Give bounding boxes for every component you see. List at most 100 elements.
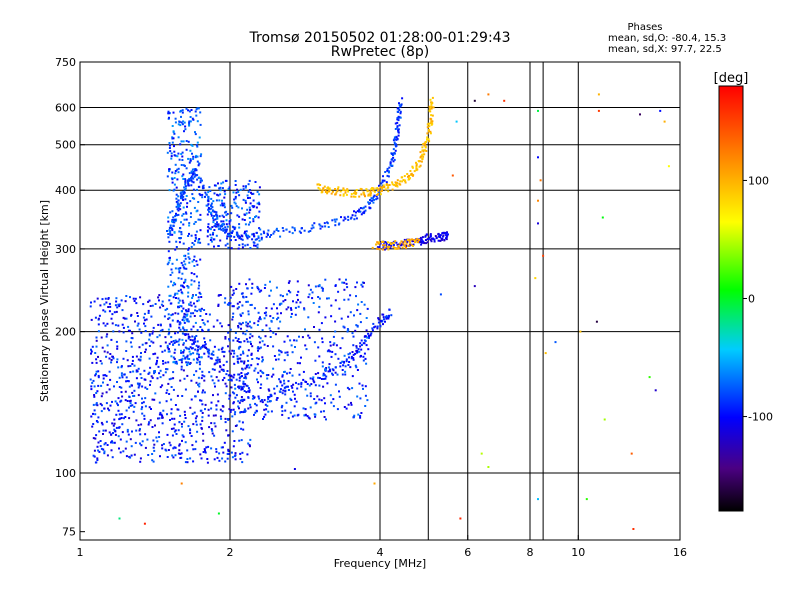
echo-point: [183, 349, 186, 352]
echo-point: [195, 370, 198, 373]
echo-point: [132, 395, 135, 397]
echo-point: [198, 136, 201, 139]
echo-point: [96, 404, 99, 407]
echo-point: [97, 355, 99, 358]
echo-point: [278, 353, 281, 356]
echo-point: [429, 132, 432, 135]
echo-point: [182, 120, 185, 123]
echo-point: [184, 357, 187, 360]
echo-point: [194, 340, 197, 343]
echo-point: [402, 179, 405, 181]
echo-point: [324, 368, 327, 371]
echo-point: [217, 400, 220, 403]
echo-point: [215, 199, 218, 202]
echo-point: [334, 371, 337, 374]
echo-point: [275, 358, 277, 361]
echo-point: [284, 389, 287, 392]
echo-point: [317, 372, 320, 375]
echo-point: [293, 414, 296, 417]
echo-point: [181, 155, 184, 158]
echo-point: [111, 422, 114, 425]
echo-point: [237, 373, 240, 376]
echo-point: [137, 386, 140, 389]
echo-point: [180, 261, 183, 264]
echo-point: [233, 455, 236, 458]
echo-point: [279, 320, 282, 323]
echo-point: [139, 373, 142, 376]
echo-point: [184, 128, 187, 131]
echo-point: [155, 436, 158, 439]
echo-point: [164, 361, 167, 364]
echo-point: [194, 168, 197, 170]
echo-point: [354, 214, 357, 217]
echo-point: [181, 357, 184, 360]
echo-point: [226, 237, 228, 240]
echo-point: [234, 195, 237, 198]
echo-point: [191, 444, 194, 447]
echo-point: [210, 447, 213, 450]
echo-point: [116, 402, 119, 405]
echo-point: [445, 238, 448, 241]
echo-point: [167, 261, 170, 264]
echo-point: [284, 409, 287, 412]
echo-point: [212, 231, 215, 234]
echo-point: [343, 281, 346, 284]
echo-point: [339, 347, 342, 350]
echo-point: [232, 292, 235, 295]
echo-point: [172, 216, 175, 219]
echo-point: [248, 235, 251, 238]
echo-point: [168, 147, 171, 149]
echo-point: [255, 404, 258, 407]
echo-point: [190, 177, 193, 179]
echo-point: [291, 415, 294, 418]
echo-point: [192, 342, 195, 345]
echo-point: [259, 337, 262, 340]
echo-point: [100, 421, 103, 424]
echo-point: [170, 314, 173, 317]
echo-point: [195, 423, 198, 426]
echo-point: [258, 317, 261, 320]
echo-point: [317, 346, 320, 349]
echo-point: [171, 271, 174, 274]
echo-point: [186, 363, 189, 366]
echo-point: [318, 328, 321, 331]
echo-point: [245, 384, 248, 387]
echo-point: [403, 238, 406, 241]
echo-point: [423, 153, 426, 156]
echo-point: [246, 453, 249, 456]
echo-point: [181, 194, 184, 197]
echo-point: [118, 376, 121, 379]
echo-point: [258, 201, 260, 204]
echo-point: [347, 190, 350, 193]
echo-point: [105, 335, 108, 338]
echo-point: [385, 315, 388, 318]
echo-point: [192, 177, 195, 180]
noise-point: [451, 174, 454, 177]
echo-point: [111, 355, 114, 358]
noise-point: [639, 113, 641, 116]
echo-point: [206, 461, 209, 464]
echo-point: [360, 213, 363, 216]
echo-point: [376, 246, 379, 249]
echo-point: [263, 232, 266, 235]
echo-point: [324, 402, 326, 405]
echo-point: [362, 359, 365, 362]
echo-point: [188, 303, 190, 306]
echo-point: [95, 434, 98, 437]
echo-point: [185, 310, 188, 313]
echo-point: [222, 220, 225, 223]
echo-point: [176, 292, 179, 295]
echo-point: [179, 143, 182, 146]
echo-point: [189, 457, 192, 460]
echo-point: [129, 371, 132, 374]
echo-point: [217, 348, 220, 351]
echo-point: [309, 377, 312, 380]
echo-point: [210, 212, 213, 215]
echo-point: [397, 107, 399, 110]
echo-point: [373, 194, 376, 197]
echo-point: [355, 295, 357, 298]
echo-point: [196, 155, 199, 158]
echo-point: [120, 391, 123, 394]
